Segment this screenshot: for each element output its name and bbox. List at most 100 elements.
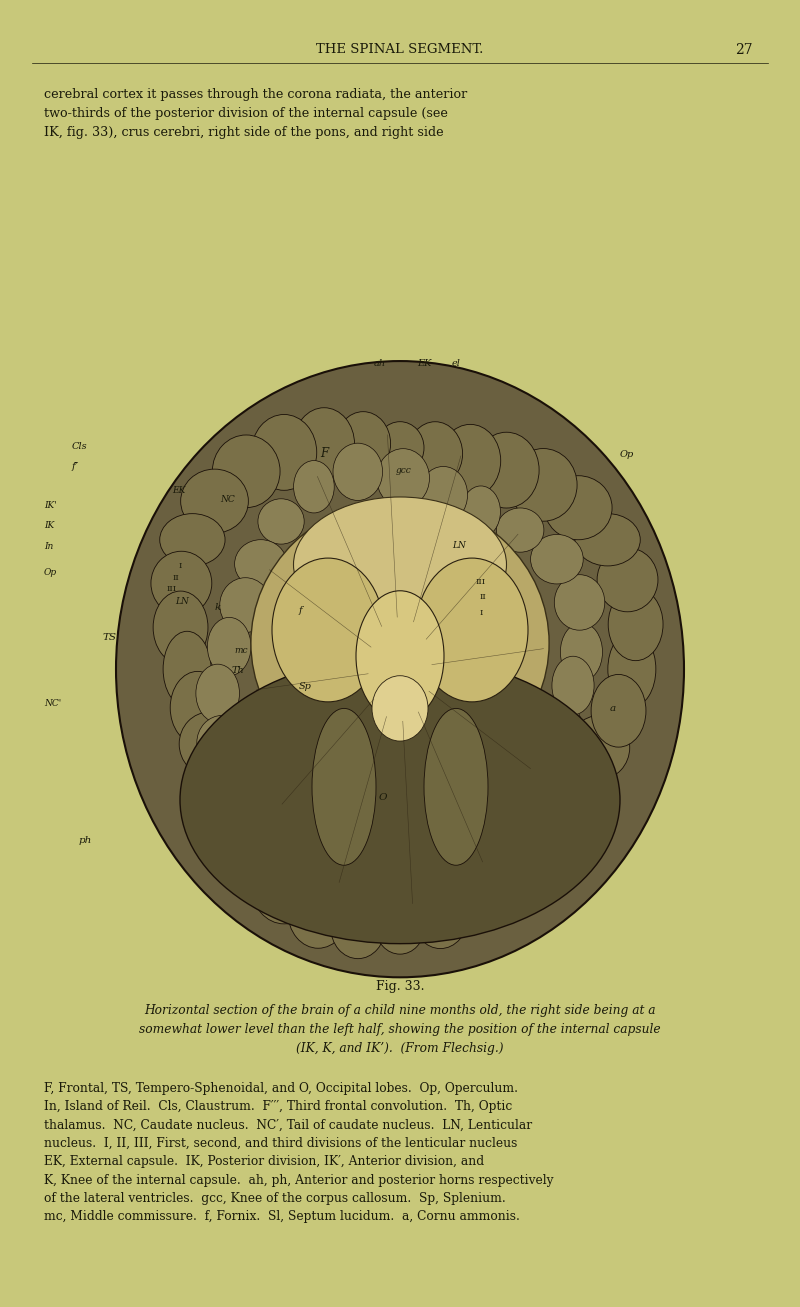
Ellipse shape	[510, 448, 577, 521]
Text: two-thirds of the posterior division of the internal capsule (see: two-thirds of the posterior division of …	[44, 107, 448, 120]
Text: of the lateral ventricles.  gcc, Knee of the corpus callosum.  Sp, Splenium.: of the lateral ventricles. gcc, Knee of …	[44, 1192, 506, 1205]
Ellipse shape	[294, 408, 354, 481]
Ellipse shape	[544, 476, 612, 540]
Ellipse shape	[498, 802, 566, 876]
Ellipse shape	[575, 514, 640, 566]
Text: In, Island of Reil.  Cls, Claustrum.  F′′′, Third frontal convolution.  Th, Opti: In, Island of Reil. Cls, Claustrum. F′′′…	[44, 1100, 512, 1114]
Ellipse shape	[424, 708, 488, 865]
Ellipse shape	[151, 552, 212, 616]
Text: 27: 27	[735, 43, 753, 56]
Ellipse shape	[163, 631, 211, 707]
Ellipse shape	[294, 497, 506, 633]
Ellipse shape	[472, 822, 511, 873]
Ellipse shape	[522, 778, 589, 842]
Ellipse shape	[207, 617, 251, 676]
Ellipse shape	[333, 443, 382, 501]
Ellipse shape	[312, 708, 376, 865]
Text: EK, External capsule.  IK, Posterior division, IK′, Anterior division, and: EK, External capsule. IK, Posterior divi…	[44, 1155, 484, 1168]
Text: II: II	[480, 593, 486, 601]
Ellipse shape	[170, 672, 225, 744]
Ellipse shape	[116, 361, 684, 978]
Ellipse shape	[569, 715, 630, 779]
Ellipse shape	[608, 588, 663, 660]
Ellipse shape	[356, 591, 444, 721]
Text: K, Knee of the internal capsule.  ah, ph, Anterior and posterior horns respectiv: K, Knee of the internal capsule. ah, ph,…	[44, 1174, 554, 1187]
Text: O: O	[378, 793, 386, 801]
Text: Sp: Sp	[299, 682, 312, 690]
Text: III: III	[476, 578, 486, 586]
Ellipse shape	[180, 656, 620, 944]
Ellipse shape	[377, 833, 430, 891]
Text: nucleus.  I, II, III, First, second, and third divisions of the lenticular nucle: nucleus. I, II, III, First, second, and …	[44, 1137, 518, 1150]
Text: ph: ph	[78, 836, 92, 844]
Ellipse shape	[554, 575, 605, 630]
Text: f″: f″	[72, 463, 79, 471]
Text: EK: EK	[172, 486, 186, 494]
Ellipse shape	[474, 433, 539, 508]
Ellipse shape	[181, 469, 248, 533]
Ellipse shape	[294, 460, 334, 512]
Text: II: II	[173, 574, 179, 582]
Ellipse shape	[515, 744, 568, 793]
Ellipse shape	[545, 754, 610, 806]
Ellipse shape	[258, 499, 304, 544]
Ellipse shape	[234, 540, 287, 588]
Text: Horizontal section of the brain of a child nine months old, the right side being: Horizontal section of the brain of a chi…	[144, 1004, 656, 1017]
Text: NC': NC'	[44, 699, 62, 707]
Ellipse shape	[608, 631, 656, 707]
Text: III: III	[167, 586, 177, 593]
Ellipse shape	[597, 548, 658, 612]
Ellipse shape	[338, 817, 387, 874]
Ellipse shape	[330, 894, 386, 958]
Text: gcc: gcc	[396, 467, 412, 474]
Ellipse shape	[408, 422, 462, 486]
Text: somewhat lower level than the left half, showing the position of the internal ca: somewhat lower level than the left half,…	[139, 1023, 661, 1036]
Ellipse shape	[304, 802, 345, 855]
Text: el: el	[451, 359, 461, 367]
Ellipse shape	[419, 467, 467, 523]
Text: In: In	[44, 542, 54, 550]
Ellipse shape	[377, 448, 430, 507]
Ellipse shape	[251, 501, 549, 786]
Text: F: F	[320, 447, 328, 460]
Ellipse shape	[446, 859, 506, 932]
Text: NC: NC	[220, 495, 234, 503]
Text: ah: ah	[374, 359, 386, 367]
Ellipse shape	[440, 425, 501, 497]
Ellipse shape	[160, 514, 225, 566]
Text: Fig. 33.: Fig. 33.	[376, 980, 424, 993]
Text: mc, Middle commissure.  f, Fornix.  Sl, Septum lucidum.  a, Cornu ammonis.: mc, Middle commissure. f, Fornix. Sl, Se…	[44, 1210, 520, 1223]
Text: Op: Op	[44, 569, 57, 576]
Ellipse shape	[462, 486, 501, 537]
Ellipse shape	[212, 435, 280, 507]
Ellipse shape	[591, 674, 646, 748]
Ellipse shape	[190, 754, 255, 806]
Ellipse shape	[222, 759, 274, 809]
Ellipse shape	[497, 508, 544, 552]
Text: I: I	[178, 562, 182, 570]
Ellipse shape	[196, 664, 239, 723]
Ellipse shape	[376, 902, 424, 954]
Text: THE SPINAL SEGMENT.: THE SPINAL SEGMENT.	[316, 43, 484, 56]
Text: a: a	[610, 704, 616, 712]
Ellipse shape	[416, 558, 528, 702]
Text: LN: LN	[175, 597, 190, 605]
Ellipse shape	[372, 676, 428, 741]
Ellipse shape	[223, 817, 291, 889]
Text: EK: EK	[417, 359, 431, 367]
Ellipse shape	[251, 414, 317, 490]
Text: TS: TS	[102, 634, 117, 642]
Text: thalamus.  NC, Caudate nucleus.  NC′, Tail of caudate nucleus.  LN, Lenticular: thalamus. NC, Caudate nucleus. NC′, Tail…	[44, 1119, 532, 1132]
Text: Cls: Cls	[72, 443, 88, 451]
Ellipse shape	[413, 885, 468, 949]
Text: f: f	[298, 606, 302, 614]
Ellipse shape	[251, 848, 317, 924]
Ellipse shape	[179, 712, 240, 776]
Text: (IK, K, and IK’).  (From Flechsig.): (IK, K, and IK’). (From Flechsig.)	[296, 1043, 504, 1056]
Ellipse shape	[197, 715, 248, 770]
Text: k: k	[214, 604, 221, 612]
Ellipse shape	[560, 622, 602, 681]
Ellipse shape	[288, 876, 349, 949]
Ellipse shape	[262, 788, 309, 834]
Text: LN: LN	[452, 541, 466, 549]
